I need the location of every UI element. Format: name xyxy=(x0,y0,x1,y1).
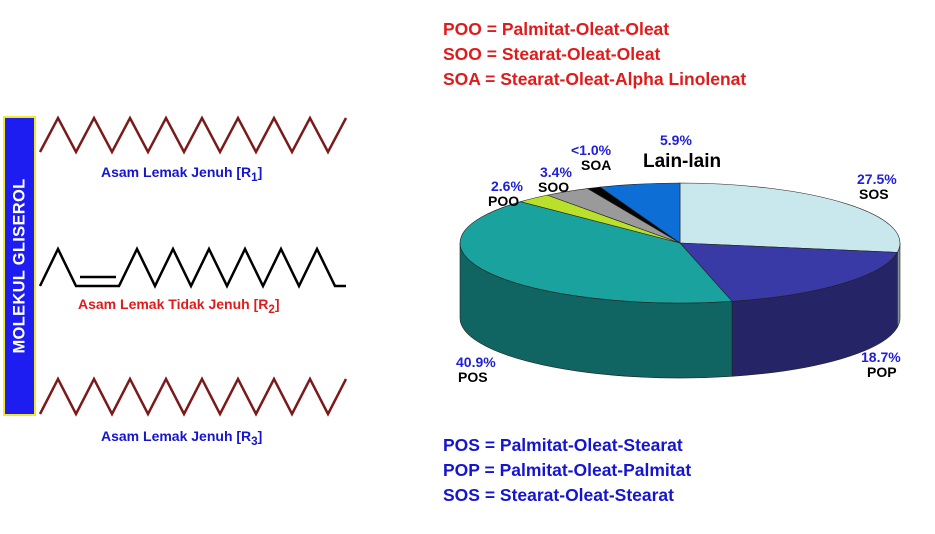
slice-name-poo: POO xyxy=(488,193,520,209)
pie-chart xyxy=(459,182,901,379)
pie-slice-pos xyxy=(459,201,733,304)
slice-name-soa: SOA xyxy=(581,157,612,173)
slice-pct-pop: 18.7% xyxy=(861,349,901,365)
slice-label-pos: 40.9% POS xyxy=(456,355,496,385)
slice-label-soo: 3.4% SOO xyxy=(538,164,572,195)
slice-name-sos: SOS xyxy=(859,186,889,202)
slice-name-pos: POS xyxy=(458,369,488,385)
slice-label-soa: <1.0% SOA xyxy=(571,143,611,173)
definition-sos: SOS = Stearat-Oleat-Stearat xyxy=(443,485,674,505)
slice-name-lain-lain: Lain-lain xyxy=(643,151,722,172)
pie-slice-sos xyxy=(679,182,901,253)
definition-soa: SOA = Stearat-Oleat-Alpha Linolenat xyxy=(443,69,747,89)
slice-pct-soa: <1.0% xyxy=(571,142,612,158)
definition-poo: POO = Palmitat-Oleat-Oleat xyxy=(443,19,670,39)
pie-side-sos xyxy=(896,242,901,329)
chain-label-r3: Asam Lemak Jenuh [R3] xyxy=(101,428,263,448)
slice-pct-soo: 3.4% xyxy=(540,164,572,180)
definition-pos: POS = Palmitat-Oleat-Stearat xyxy=(443,435,683,455)
unsaturated-chain-r2 xyxy=(38,246,346,289)
pie-tops xyxy=(459,182,901,304)
slice-pct-pos: 40.9% xyxy=(456,354,496,370)
saturated-chain-r1 xyxy=(38,115,348,155)
chain-label-r1: Asam Lemak Jenuh [R1] xyxy=(101,164,263,184)
fatty-acid-chains xyxy=(38,115,348,417)
slice-pct-lain-lain: 5.9% xyxy=(660,132,692,148)
slice-pct-sos: 27.5% xyxy=(857,171,897,187)
definition-soo: SOO = Stearat-Oleat-Oleat xyxy=(443,44,661,64)
slice-pct-poo: 2.6% xyxy=(491,178,523,194)
glycerol-molecule-bar: MOLEKUL GLISEROL xyxy=(3,116,36,416)
slice-label-poo: 2.6% POO xyxy=(488,178,523,209)
definitions-top: POO = Palmitat-Oleat-Oleat SOO = Stearat… xyxy=(443,17,746,92)
slice-name-pop: POP xyxy=(867,364,897,380)
chain-label-r2: Asam Lemak Tidak Jenuh [R2] xyxy=(78,296,280,316)
pie-slice-lain-lain xyxy=(599,182,681,244)
slice-label-sos: 27.5% SOS xyxy=(857,172,897,202)
definition-pop: POP = Palmitat-Oleat-Palmitat xyxy=(443,460,692,480)
definitions-bottom: POS = Palmitat-Oleat-Stearat POP = Palmi… xyxy=(443,433,691,508)
pie-sides xyxy=(459,242,901,379)
saturated-chain-r3 xyxy=(38,376,348,417)
slice-name-soo: SOO xyxy=(538,179,570,195)
slice-label-pop: 18.7% POP xyxy=(861,350,901,380)
pie-slice-pop xyxy=(679,242,898,302)
